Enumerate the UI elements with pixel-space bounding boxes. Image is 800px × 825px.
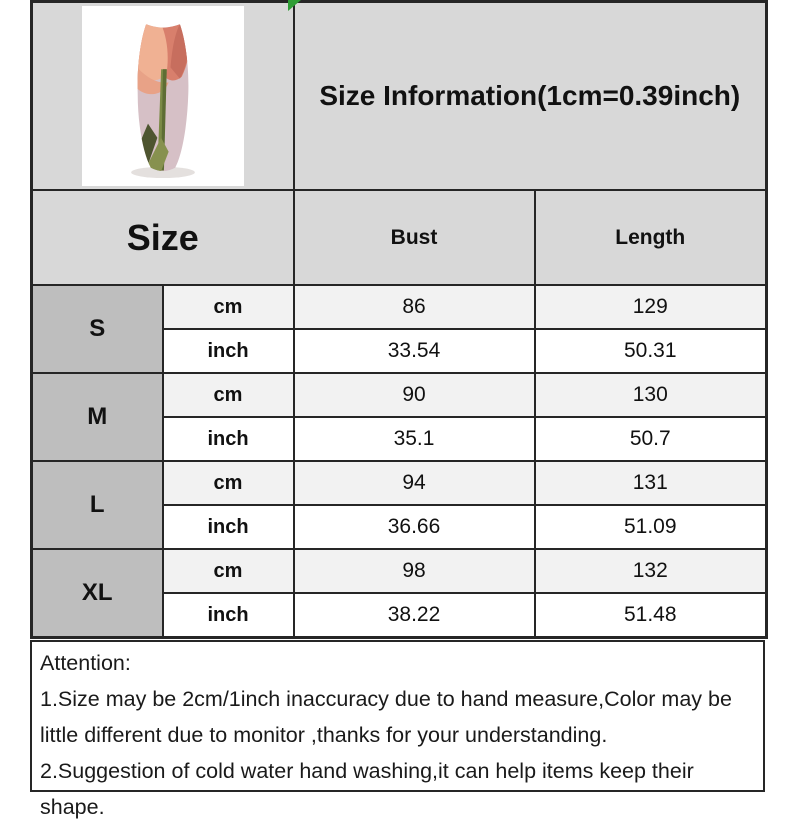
unit-label: inch [161, 328, 295, 374]
length-value: 50.31 [533, 328, 768, 374]
size-label-l: L [30, 460, 164, 550]
bust-value: 94 [292, 460, 536, 506]
size-label-s: S [30, 284, 164, 374]
length-value: 51.09 [533, 504, 768, 550]
bust-value: 35.1 [292, 416, 536, 462]
green-corner-marker-icon [288, 0, 301, 11]
dress-illustration [130, 24, 195, 179]
attention-line-1: 1.Size may be 2cm/1inch inaccuracy due t… [40, 687, 732, 747]
bust-value: 38.22 [292, 592, 536, 639]
bust-value: 98 [292, 548, 536, 594]
bust-value: 86 [292, 284, 536, 330]
unit-label: inch [161, 592, 295, 639]
length-value: 51.48 [533, 592, 768, 639]
unit-label: cm [161, 548, 295, 594]
table-row: M cm 90 130 [30, 372, 768, 462]
size-label-xl: XL [30, 548, 164, 639]
length-value: 131 [533, 460, 768, 506]
length-value: 129 [533, 284, 768, 330]
size-label-m: M [30, 372, 164, 462]
table-row: inch 33.54 50.31 [32, 328, 768, 374]
unit-label: cm [161, 284, 295, 330]
length-value: 50.7 [533, 416, 768, 462]
bust-value: 36.66 [292, 504, 536, 550]
column-header-length: Length [533, 189, 768, 286]
table-row: inch 35.1 50.7 [32, 416, 768, 462]
unit-label: inch [161, 504, 295, 550]
attention-note: Attention: 1.Size may be 2cm/1inch inacc… [30, 640, 765, 819]
column-header-size: Size [30, 189, 295, 286]
length-value: 132 [533, 548, 768, 594]
page-title: Size Information(1cm=0.39inch) [292, 0, 768, 191]
table-row: inch 36.66 51.09 [32, 504, 768, 550]
column-header-bust: Bust [292, 189, 536, 286]
attention-line-2: 2.Suggestion of cold water hand washing,… [40, 759, 694, 819]
size-information-table: Size Information(1cm=0.39inch) Size Bust… [30, 0, 769, 639]
length-value: 130 [533, 372, 768, 418]
unit-label: inch [161, 416, 295, 462]
table-row: inch 38.22 51.48 [32, 592, 768, 639]
table-row: XL cm 98 132 [30, 548, 768, 639]
product-image [81, 6, 244, 186]
table-row: L cm 94 131 [30, 460, 768, 550]
bust-value: 33.54 [292, 328, 536, 374]
unit-label: cm [161, 372, 295, 418]
table-row: S cm 86 129 [30, 284, 768, 374]
product-image-cell [30, 0, 295, 191]
attention-heading: Attention: [40, 651, 131, 675]
bust-value: 90 [292, 372, 536, 418]
size-chart-page: Size Information(1cm=0.39inch) Size Bust… [30, 0, 769, 819]
unit-label: cm [161, 460, 295, 506]
